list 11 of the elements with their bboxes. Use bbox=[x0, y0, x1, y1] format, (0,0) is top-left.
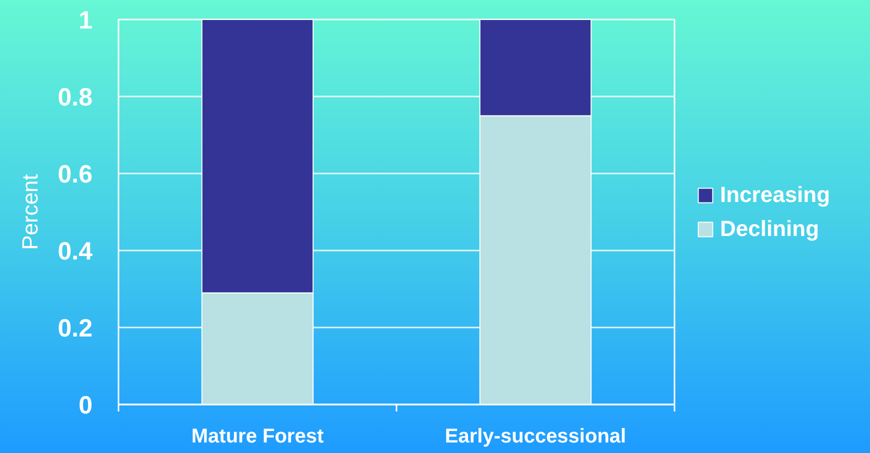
y-tick-label: 0.8 bbox=[58, 84, 93, 112]
y-tick-label: 0.4 bbox=[58, 238, 93, 266]
y-tick-label: 0.2 bbox=[58, 314, 93, 342]
legend-label: Increasing bbox=[720, 182, 830, 208]
legend-label: Declining bbox=[720, 216, 820, 242]
y-axis-title: Percent bbox=[18, 174, 43, 250]
y-tick-label: 0.6 bbox=[58, 160, 93, 188]
x-tick-label: Mature Forest bbox=[191, 426, 324, 448]
y-tick-label: 1 bbox=[78, 6, 93, 34]
y-tick-label: 0 bbox=[78, 392, 92, 420]
x-tick-label: Early-successional bbox=[444, 426, 626, 448]
